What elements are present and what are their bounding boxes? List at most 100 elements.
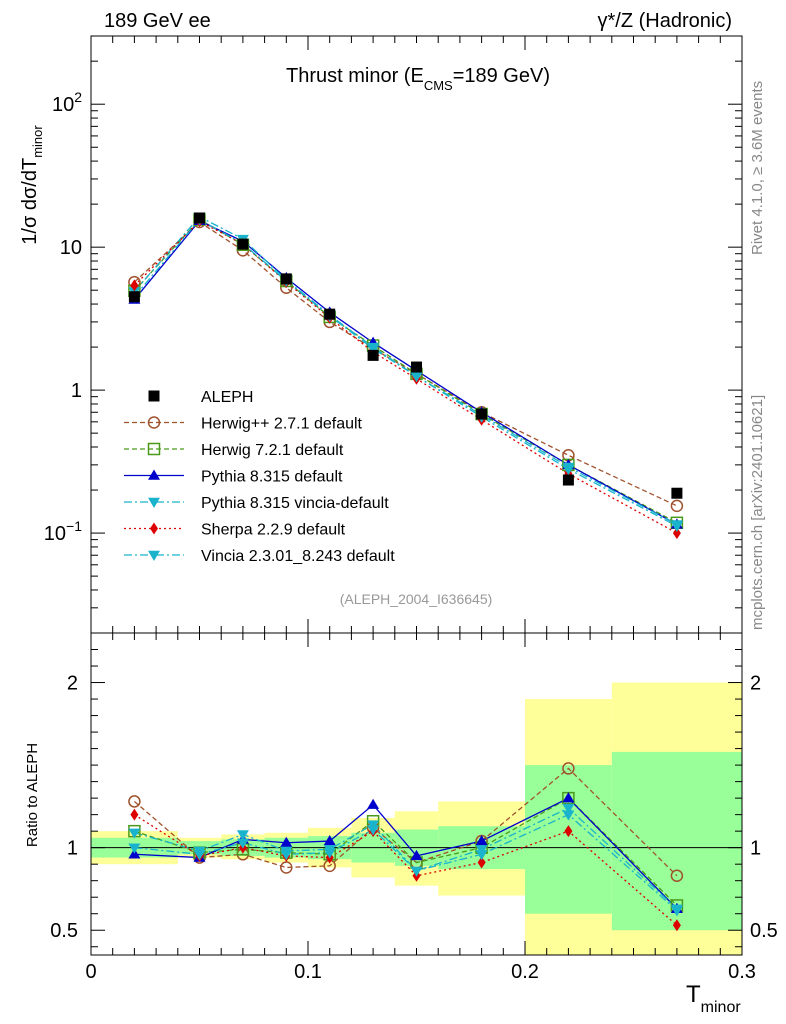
ratio-point: [128, 828, 141, 839]
ratio-point: [193, 850, 206, 861]
x-tick-label: 0: [85, 961, 96, 983]
aleph-data-points: [128, 212, 683, 499]
series-point: [562, 464, 575, 476]
ratio-point: [280, 861, 293, 874]
y-tick-label: 1: [71, 380, 82, 402]
ratio-point: [323, 848, 336, 859]
legend-label: Pythia 8.315 vincia-default: [201, 495, 389, 512]
ratio-series-line: [134, 813, 678, 911]
aleph-point: [411, 361, 422, 373]
ratio-point: [562, 762, 575, 775]
ratio-point: [323, 835, 336, 846]
ratio-series-line: [134, 807, 678, 910]
legend-label: Herwig++ 2.7.1 default: [201, 416, 363, 433]
aleph-point: [237, 238, 249, 250]
header-left: 189 GeV ee: [104, 10, 211, 32]
aleph-point: [128, 291, 140, 303]
ratio-series-line: [133, 767, 678, 877]
x-tick-label: 0.3: [728, 961, 756, 983]
legend-label: Sherpa 2.2.9 default: [201, 522, 346, 539]
legend-label: Pythia 8.315 default: [201, 469, 343, 486]
ratio-point: [367, 825, 380, 836]
ratio-point: [670, 906, 683, 917]
ratio-y-tick-labels: 0.5 0.5 1 1 2 2: [50, 673, 778, 943]
series-line: [133, 219, 678, 525]
series-point: [130, 279, 139, 292]
x-axis-label: Tminor: [686, 981, 741, 1016]
x-tick-label: 0.1: [294, 961, 322, 983]
ratio-point: [410, 849, 423, 861]
y-tick-exp: 2: [74, 89, 82, 105]
header-right: γ*/Z (Hadronic): [598, 10, 732, 32]
series-line: [133, 216, 678, 525]
aleph-point: [476, 408, 488, 420]
ratio-tick-label-left: 2: [67, 673, 78, 695]
ratio-point: [562, 803, 575, 815]
legend-label: ALEPH: [201, 389, 253, 406]
aleph-point: [562, 474, 574, 486]
ratio-tick-label-right: 0.5: [750, 920, 778, 942]
ratio-series-line: [134, 797, 678, 906]
ratio-point: [128, 795, 141, 808]
series-line: [133, 220, 678, 534]
ratio-point: [562, 792, 575, 803]
aleph-point: [280, 273, 292, 285]
series-point: [367, 344, 380, 355]
ratio-point: [236, 838, 249, 849]
ratio-tick-label-right: 2: [750, 673, 761, 695]
legend-label: Vincia 2.3.01_8.243 default: [201, 548, 395, 565]
aleph-point: [671, 487, 683, 499]
ratio-y-axis-label: Ratio to ALEPH: [24, 743, 41, 847]
legend-marker: [147, 416, 161, 429]
series-point: [670, 521, 683, 533]
y-tick-base: 10: [60, 237, 82, 259]
y-tick-label: 102: [52, 89, 82, 116]
ratio-point: [670, 869, 684, 882]
ratio-point: [477, 856, 486, 869]
ratio-point: [562, 810, 575, 821]
main-series-lines: [133, 216, 678, 534]
mcplots-label: mcplots.cern.ch [arXiv:2401.10621]: [749, 395, 766, 630]
ratio-point: [564, 825, 573, 838]
ratio-point: [475, 850, 488, 861]
series-point: [670, 499, 684, 513]
aleph-point: [324, 308, 336, 320]
legend-marker: [148, 390, 160, 402]
aleph-point: [367, 349, 379, 361]
series-point: [672, 527, 681, 540]
y-tick-label: 10−1: [44, 518, 82, 545]
legend-label: Herwig 7.2.1 default: [201, 442, 344, 459]
legend-marker: [148, 497, 160, 508]
y-tick-label: 10: [60, 237, 82, 259]
y-axis-label: 1/σ dσ/dTminor: [19, 125, 45, 245]
ratio-point: [236, 830, 249, 841]
ratio-point: [410, 866, 423, 877]
y-tick-base: 10: [44, 523, 66, 545]
rivet-version-label: Rivet 4.1.0, ≥ 3.6M events: [749, 81, 766, 255]
ratio-point: [130, 808, 139, 821]
ratio-point: [128, 843, 141, 854]
ratio-point: [367, 798, 380, 809]
y-tick-base: 10: [52, 94, 74, 116]
green-band: [525, 765, 612, 914]
series-point: [410, 372, 423, 383]
legend-marker: [148, 469, 160, 480]
chart-title: Thrust minor (ECMS=189 GeV): [286, 65, 550, 93]
ratio-series-markers: [128, 762, 684, 932]
analysis-tag: (ALEPH_2004_I636645): [340, 591, 493, 607]
y-tick-exp: −1: [66, 518, 82, 534]
ratio-point: [280, 836, 293, 847]
x-tick-labels: 0 0.1 0.2 0.3: [85, 961, 755, 983]
legend: ALEPH Herwig++ 2.7.1 default Herwig 7.2.1 …: [124, 389, 395, 565]
ratio-panel: 0.5 0.5 1 1 2 2 Ratio to ALEPH 0 0.1 0.2 0.3 Tmi…: [24, 632, 778, 1016]
series-line: [133, 218, 678, 527]
ratio-point: [280, 850, 293, 861]
series-line: [133, 221, 678, 507]
legend-marker: [148, 550, 160, 561]
ratio-series-lines: [133, 767, 678, 926]
y-tick-base: 1: [71, 380, 82, 402]
main-panel-bg: [91, 36, 742, 633]
ratio-tick-label-right: 1: [750, 838, 761, 860]
